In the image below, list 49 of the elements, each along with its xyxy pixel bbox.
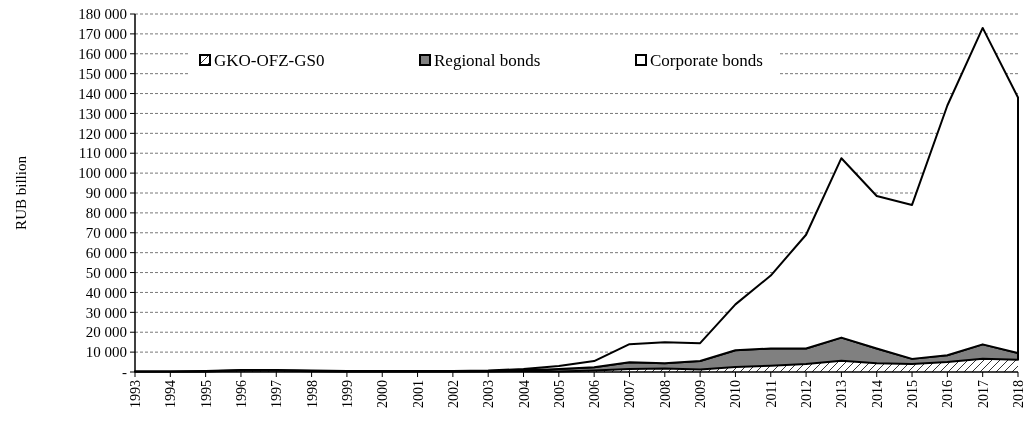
- y-tick-label: 80 000: [85, 205, 127, 222]
- legend-label: GKO-OFZ-GS0: [214, 50, 325, 70]
- x-tick-label: 1999: [339, 380, 355, 408]
- x-tick-label: 2001: [410, 380, 426, 408]
- x-tick-label: 1996: [233, 380, 249, 408]
- y-tick-label: 110 000: [78, 145, 127, 162]
- y-tick-label: 100 000: [78, 165, 127, 182]
- y-tick-label: 70 000: [85, 225, 127, 242]
- x-tick-label: 2007: [622, 380, 638, 408]
- x-tick-label: 2009: [693, 380, 709, 408]
- x-tick-label: 1998: [304, 380, 320, 408]
- y-tick-label: 20 000: [85, 324, 127, 341]
- x-tick-label: 1993: [128, 380, 143, 408]
- y-tick-label: 50 000: [85, 264, 127, 281]
- y-tick-label: 150 000: [78, 65, 127, 82]
- x-tick-label: 2008: [657, 380, 673, 408]
- legend-label: Corporate bonds: [650, 50, 763, 70]
- x-tick-label: 2017: [975, 380, 991, 408]
- x-tick-label: 1997: [269, 380, 285, 408]
- x-tick-label: 2006: [587, 380, 603, 408]
- x-tick-label: 2004: [516, 380, 532, 408]
- y-tick-label: 60 000: [85, 244, 127, 261]
- x-tick-label: 2010: [728, 380, 744, 408]
- x-tick-label: 1995: [198, 380, 214, 408]
- y-tick-label: 10 000: [85, 344, 127, 361]
- y-axis-title: RUB billion: [13, 155, 29, 230]
- y-tick-label: 140 000: [78, 85, 127, 102]
- x-tick-label: 2014: [869, 380, 885, 408]
- y-tick-label: 120 000: [78, 125, 127, 142]
- x-tick-label: 2005: [551, 380, 567, 408]
- y-tick-label: 170 000: [78, 26, 127, 43]
- y-tick-label: 90 000: [85, 185, 127, 202]
- y-tick-label: -: [122, 364, 127, 381]
- legend-label: Regional bonds: [434, 50, 541, 70]
- x-tick-label: 2015: [905, 380, 921, 408]
- x-tick-label: 1994: [163, 380, 179, 408]
- x-tick-label: 2016: [940, 380, 956, 408]
- x-tick-label: 2011: [763, 380, 779, 408]
- x-tick-label: 2000: [375, 380, 391, 408]
- y-tick-label: 130 000: [78, 105, 127, 122]
- x-tick-label: 2002: [445, 380, 461, 408]
- x-tick-label: 2013: [834, 380, 850, 408]
- y-tick-label: 180 000: [78, 6, 127, 23]
- y-tick-label: 30 000: [85, 304, 127, 321]
- y-tick-label: 40 000: [85, 284, 127, 301]
- y-tick-label: 160 000: [78, 46, 127, 63]
- x-tick-label: 2018: [1011, 380, 1025, 408]
- x-tick-label: 2003: [481, 380, 497, 408]
- x-tick-label: 2012: [799, 380, 815, 408]
